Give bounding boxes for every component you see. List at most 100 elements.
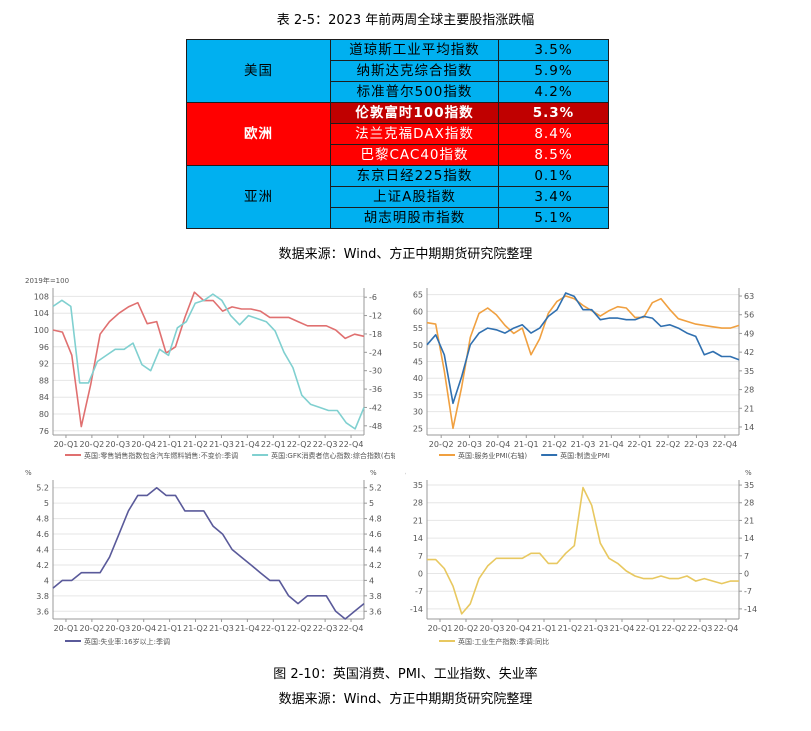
- index-change: 5.3%: [498, 102, 609, 124]
- x-tick-label: 20-Q4: [506, 624, 531, 633]
- y-left-tick-label: 35: [413, 391, 423, 400]
- y-right-tick-label: -6: [369, 293, 377, 302]
- y-right-tick-label: 5: [369, 499, 374, 508]
- y-left-tick-label: 4.8: [36, 515, 49, 524]
- series-line: [426, 295, 740, 430]
- legend-label: 英国:GFK消费者信心指数:综合指数(右轴): [271, 451, 395, 460]
- y-left-tick-label: 5.2: [36, 484, 49, 493]
- y-right-tick-label: 7: [744, 552, 749, 561]
- y-left-tick-label: 3.8: [36, 592, 49, 601]
- table-source: 数据来源：Wind、方正中期期货研究院整理: [278, 247, 533, 262]
- y-right-tick-label: 5.2: [369, 484, 382, 493]
- x-tick-label: 21-Q1: [514, 440, 539, 449]
- y-left-tick-label: 80: [39, 410, 49, 419]
- y-left-tick-label: 7: [418, 552, 423, 561]
- x-tick-label: 22-Q4: [339, 624, 364, 633]
- table-row: 美国 道琼斯工业平均指数 3.5%: [186, 39, 609, 103]
- index-name: 伦敦富时100指数: [330, 102, 499, 124]
- x-tick-label: 20-Q3: [105, 624, 130, 633]
- y-left-tick-label: 84: [39, 393, 49, 402]
- x-tick-label: 21-Q3: [209, 440, 234, 449]
- x-tick-label: 21-Q2: [183, 440, 208, 449]
- y-left-tick-label: 21: [413, 516, 423, 525]
- legend-label: 英国:工业生产指数:季调:同比: [458, 637, 549, 646]
- table-row: 纳斯达克综合指数 5.9%: [187, 60, 609, 82]
- y-right-tick-label: -18: [369, 330, 382, 339]
- series-line: [426, 292, 740, 405]
- y-left-tick-label: 76: [39, 427, 49, 436]
- y-right-tick-label: 56: [744, 311, 754, 320]
- index-name: 标准普尔500指数: [330, 81, 499, 103]
- index-change: 5.9%: [498, 60, 609, 82]
- index-name: 巴黎CAC40指数: [330, 144, 499, 166]
- x-tick-label: 21-Q2: [183, 624, 208, 633]
- series-line: [52, 293, 365, 430]
- y-left-unit: 2019年=100: [25, 276, 69, 285]
- unemployment-chart: 5.2 5 4.8 4.6 4.4 4.2 4 3.8 3.6 5.2 5 4.8 4.6 4.4 4.2 4…: [25, 469, 382, 646]
- index-change: 5.1%: [498, 207, 609, 229]
- x-tick-label: 20-Q4: [486, 440, 511, 449]
- y-left-tick-label: 4.6: [36, 530, 49, 539]
- y-left-tick-label: 25: [413, 424, 423, 433]
- x-tick-label: 20-Q1: [54, 624, 79, 633]
- y-right-tick-label: 4.6: [369, 530, 382, 539]
- x-tick-label: 21-Q4: [235, 624, 260, 633]
- y-left-tick-label: 104: [34, 309, 49, 318]
- series-line: [52, 486, 365, 620]
- region-cell: 欧洲: [186, 102, 331, 166]
- y-left-tick-label: 92: [39, 360, 49, 369]
- y-right-tick-label: 4.8: [369, 515, 382, 524]
- y-left-tick-label: 0: [418, 570, 423, 579]
- x-tick-label: 22-Q4: [712, 440, 737, 449]
- y-right-tick-label: -7: [744, 587, 752, 596]
- index-name: 法兰克福DAX指数: [330, 123, 499, 145]
- y-right-tick-label: 3.6: [369, 607, 382, 616]
- index-change: 0.1%: [498, 165, 609, 187]
- y-right-tick-label: -14: [744, 605, 757, 614]
- y-left-tick-label: 4.2: [36, 561, 49, 570]
- x-tick-label: 22-Q3: [313, 624, 338, 633]
- x-tick-label: 21-Q4: [610, 624, 635, 633]
- index-name: 上证A股指数: [330, 186, 499, 208]
- y-right-tick-label: 4: [369, 576, 374, 585]
- x-tick-label: 21-Q4: [235, 440, 260, 449]
- y-left-tick-label: 30: [413, 408, 423, 417]
- x-tick-label: 22-Q3: [688, 624, 713, 633]
- x-tick-label: 21-Q3: [209, 624, 234, 633]
- index-change: 4.2%: [498, 81, 609, 103]
- y-left-unit: %: [25, 469, 32, 477]
- industrial-production-chart: 3528211470-7-143528211470-7-14%%20-Q120-…: [405, 469, 757, 646]
- y-right-unit: %: [370, 469, 377, 477]
- region-cell: 美国: [186, 39, 331, 103]
- x-tick-label: 21-Q1: [157, 624, 182, 633]
- y-right-tick-label: 28: [744, 386, 754, 395]
- table-row: 欧洲 伦敦富时100指数 5.3%: [186, 102, 609, 166]
- index-change: 3.5%: [498, 39, 609, 61]
- x-tick-label: 22-Q1: [636, 624, 661, 633]
- table-title: 表 2-5：2023 年前两周全球主要股指涨跌幅: [276, 13, 535, 28]
- x-tick-label: 20-Q2: [454, 624, 479, 633]
- x-tick-label: 21-Q2: [542, 440, 567, 449]
- x-tick-label: 22-Q1: [261, 440, 286, 449]
- index-change: 8.5%: [498, 144, 609, 166]
- y-left-tick-label: 108: [34, 292, 49, 301]
- legend-label: 英国:失业率:16岁以上:季调: [84, 637, 170, 646]
- y-right-tick-label: 4.4: [369, 546, 382, 555]
- x-tick-label: 22-Q1: [261, 624, 286, 633]
- x-tick-label: 22-Q4: [339, 440, 364, 449]
- x-tick-label: 20-Q1: [54, 440, 79, 449]
- y-left-tick-label: 40: [413, 374, 423, 383]
- y-right-tick-label: -48: [369, 422, 382, 431]
- x-tick-label: 21-Q1: [532, 624, 557, 633]
- y-right-tick-label: 49: [744, 329, 754, 338]
- y-right-tick-label: -36: [369, 385, 382, 394]
- x-tick-label: 22-Q2: [287, 440, 312, 449]
- y-right-tick-label: 42: [744, 348, 754, 357]
- y-right-tick-label: 63: [744, 292, 754, 301]
- y-right-tick-label: 14: [744, 423, 754, 432]
- y-right-tick-label: -30: [369, 367, 382, 376]
- y-right-tick-label: 3.8: [369, 592, 382, 601]
- x-tick-label: 20-Q4: [131, 624, 156, 633]
- y-left-tick-label: 35: [413, 481, 423, 490]
- series-line: [52, 291, 365, 428]
